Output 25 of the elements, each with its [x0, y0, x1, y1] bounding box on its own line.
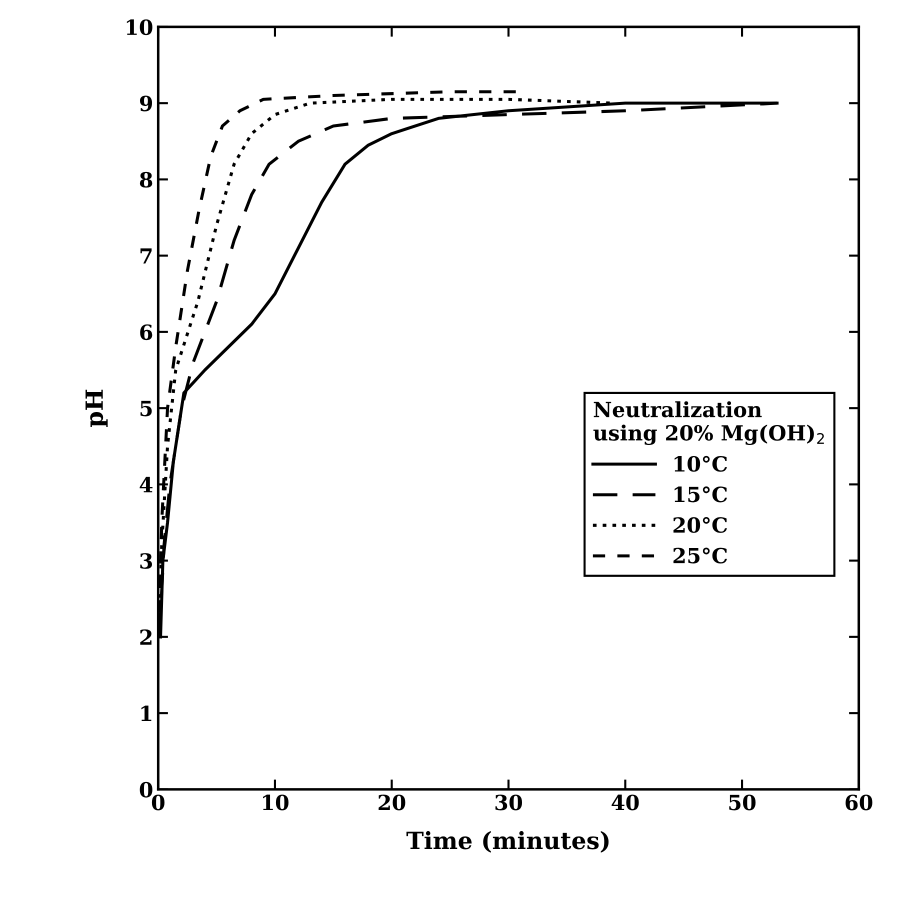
- y-tick-label: 4: [140, 476, 152, 492]
- x-tick-label: 30: [495, 794, 522, 810]
- legend-label: 25°C: [673, 548, 728, 564]
- x-tick-label: 20: [378, 794, 406, 810]
- y-tick-label: 8: [140, 172, 152, 188]
- x-tick-label: 60: [846, 794, 872, 810]
- legend-label: 20°C: [673, 517, 728, 533]
- y-tick-label: 5: [140, 400, 152, 416]
- legend-label: 10°C: [674, 456, 728, 472]
- y-tick-label: 9: [140, 96, 152, 112]
- legend-title: Neutralization using 20% Mg(OH)$_{2}$: [593, 401, 824, 446]
- y-tick-label: 3: [140, 553, 152, 569]
- x-tick-label: 50: [729, 794, 756, 810]
- y-tick-label: 0: [140, 782, 152, 798]
- y-tick-label: 6: [140, 324, 152, 340]
- y-tick-label: 7: [140, 248, 152, 264]
- y-axis-title: pH: [86, 390, 108, 427]
- x-axis-title: Time (minutes): [406, 831, 609, 853]
- y-tick-label: 1: [141, 706, 152, 722]
- y-tick-label: 10: [126, 19, 152, 36]
- x-tick-label: 10: [263, 794, 288, 810]
- legend-label: 15°C: [674, 486, 728, 502]
- x-tick-label: 40: [612, 794, 639, 810]
- y-tick-label: 2: [140, 629, 152, 645]
- x-tick-label: 0: [152, 794, 164, 810]
